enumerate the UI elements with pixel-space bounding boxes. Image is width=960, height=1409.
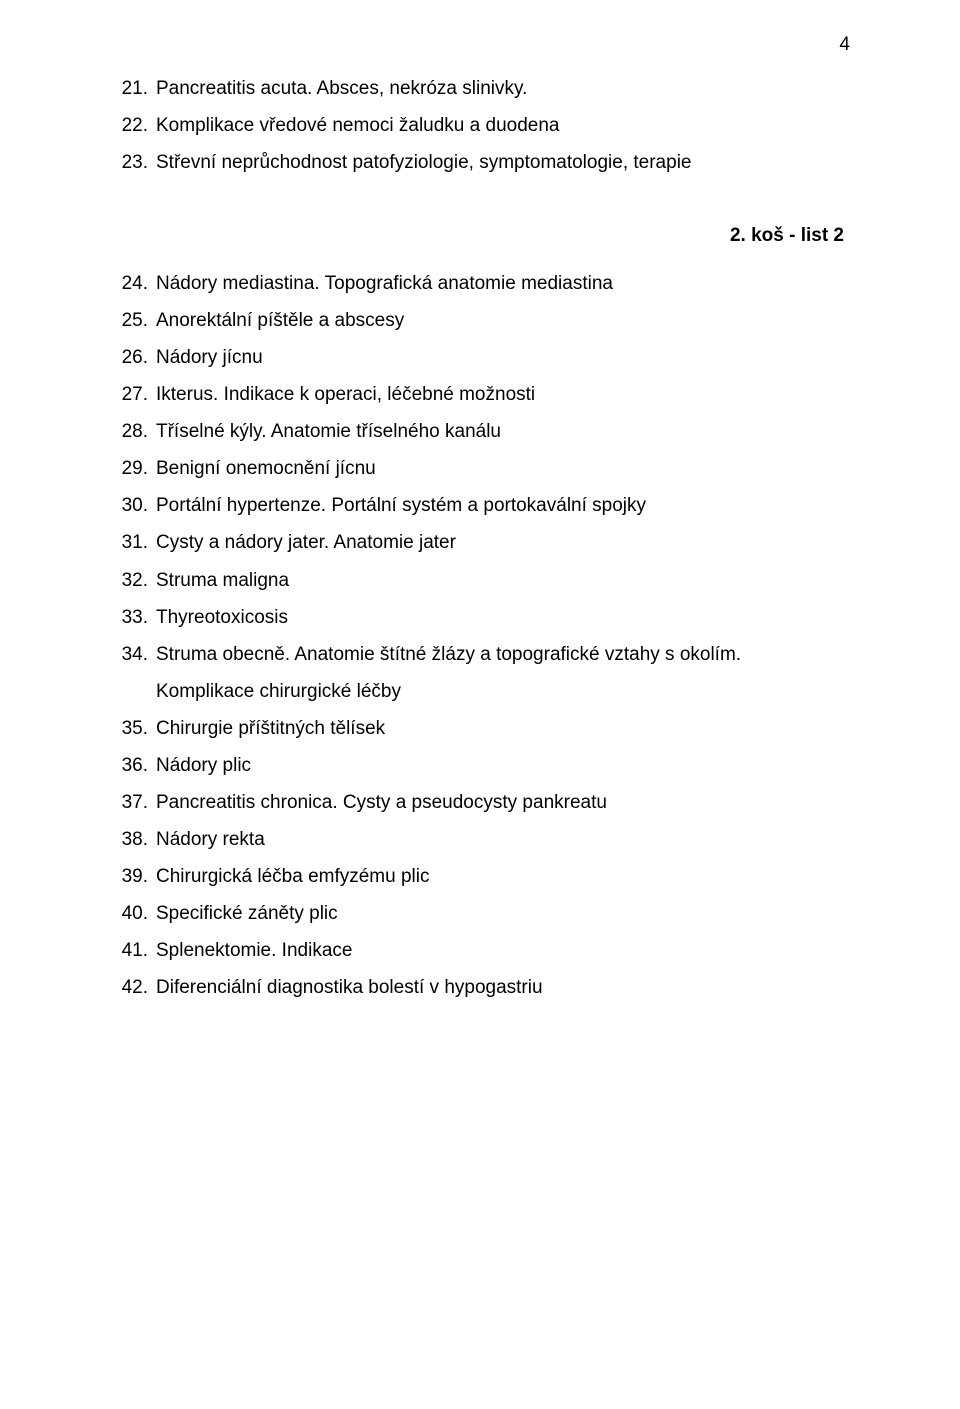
section-heading: 2. koš - list 2 (110, 225, 844, 247)
list-item-number: 22. (110, 107, 156, 144)
page-number: 4 (839, 34, 850, 56)
list-item-number: 38. (110, 821, 156, 858)
list-item-number: 40. (110, 895, 156, 932)
list-item-text: Pancreatitis chronica. Cysty a pseudocys… (156, 784, 850, 821)
list-item: 23.Střevní neprůchodnost patofyziologie,… (110, 144, 850, 181)
list-item: 26.Nádory jícnu (110, 339, 850, 376)
list-item-number: 32. (110, 562, 156, 599)
list-item-text: Chirurgie příštitných tělísek (156, 710, 850, 747)
list-item: 30.Portální hypertenze. Portální systém … (110, 487, 850, 524)
list-item-text: Pancreatitis acuta. Absces, nekróza slin… (156, 70, 850, 107)
list-item: 36.Nádory plic (110, 747, 850, 784)
document-page: 4 21.Pancreatitis acuta. Absces, nekróza… (0, 0, 960, 1409)
list-item-text: Diferenciální diagnostika bolestí v hypo… (156, 969, 850, 1006)
list-item-number: 37. (110, 784, 156, 821)
list-item: 35.Chirurgie příštitných tělísek (110, 710, 850, 747)
list-item-number: 21. (110, 70, 156, 107)
list-item-number: 35. (110, 710, 156, 747)
list-item: 27.Ikterus. Indikace k operaci, léčebné … (110, 376, 850, 413)
list-item-number: 29. (110, 450, 156, 487)
list-item: 24.Nádory mediastina. Topografická anato… (110, 265, 850, 302)
list-item: 32.Struma maligna (110, 562, 850, 599)
list-item-text: Struma obecně. Anatomie štítné žlázy a t… (156, 636, 850, 673)
list-item-number: 36. (110, 747, 156, 784)
list-item-number: 30. (110, 487, 156, 524)
list-item: 22.Komplikace vředové nemoci žaludku a d… (110, 107, 850, 144)
list-item: 39.Chirurgická léčba emfyzému plic (110, 858, 850, 895)
list-item-number: 41. (110, 932, 156, 969)
list-item-text: Nádory rekta (156, 821, 850, 858)
list-item-text: Portální hypertenze. Portální systém a p… (156, 487, 850, 524)
list-item-number: 27. (110, 376, 156, 413)
list-item: 33.Thyreotoxicosis (110, 599, 850, 636)
list-item: 31.Cysty a nádory jater. Anatomie jater (110, 524, 850, 561)
list-item-number: 23. (110, 144, 156, 181)
list-item-number: 26. (110, 339, 156, 376)
list-item-text: Nádory jícnu (156, 339, 850, 376)
list-item-text: Thyreotoxicosis (156, 599, 850, 636)
list-item-text: Chirurgická léčba emfyzému plic (156, 858, 850, 895)
list-item-text: Splenektomie. Indikace (156, 932, 850, 969)
list-item-text: Cysty a nádory jater. Anatomie jater (156, 524, 850, 561)
list-item-number: 34. (110, 636, 156, 673)
list-item-number: 24. (110, 265, 156, 302)
list-item-text: Anorektální píštěle a abscesy (156, 302, 850, 339)
list-item: 41.Splenektomie. Indikace (110, 932, 850, 969)
list-item-text: Komplikace vředové nemoci žaludku a duod… (156, 107, 850, 144)
list-item: 21.Pancreatitis acuta. Absces, nekróza s… (110, 70, 850, 107)
list-item-text: Ikterus. Indikace k operaci, léčebné mož… (156, 376, 850, 413)
list-block-bottom: 24.Nádory mediastina. Topografická anato… (110, 265, 850, 1006)
list-item: 29.Benigní onemocnění jícnu (110, 450, 850, 487)
list-item-number: 33. (110, 599, 156, 636)
list-item-text: Struma maligna (156, 562, 850, 599)
list-item-text: Tříselné kýly. Anatomie tříselného kanál… (156, 413, 850, 450)
list-item-text: Specifické záněty plic (156, 895, 850, 932)
list-item-text: Nádory mediastina. Topografická anatomie… (156, 265, 850, 302)
list-item-number: 25. (110, 302, 156, 339)
list-item: 28.Tříselné kýly. Anatomie tříselného ka… (110, 413, 850, 450)
list-item: 25.Anorektální píštěle a abscesy (110, 302, 850, 339)
list-item-text: Nádory plic (156, 747, 850, 784)
list-item-text: Benigní onemocnění jícnu (156, 450, 850, 487)
list-item-number: 42. (110, 969, 156, 1006)
list-item-number: 39. (110, 858, 156, 895)
list-item: 34.Struma obecně. Anatomie štítné žlázy … (110, 636, 850, 673)
list-block-top: 21.Pancreatitis acuta. Absces, nekróza s… (110, 70, 850, 181)
list-item-text: Střevní neprůchodnost patofyziologie, sy… (156, 144, 850, 181)
list-item: 37.Pancreatitis chronica. Cysty a pseudo… (110, 784, 850, 821)
list-item-number: 28. (110, 413, 156, 450)
list-item: 40.Specifické záněty plic (110, 895, 850, 932)
list-item: 38.Nádory rekta (110, 821, 850, 858)
list-item-number: 31. (110, 524, 156, 561)
list-item: 42.Diferenciální diagnostika bolestí v h… (110, 969, 850, 1006)
list-item-continuation: Komplikace chirurgické léčby (156, 673, 850, 710)
